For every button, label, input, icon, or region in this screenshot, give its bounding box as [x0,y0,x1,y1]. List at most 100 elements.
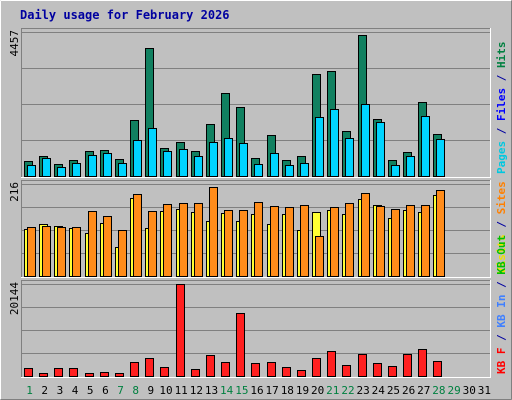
bar-sites-day-6 [103,216,112,277]
side-legend: Pages / Files / Hits [495,42,508,175]
side-legend: KB F / KB In / KB Out [495,235,508,374]
day-label-6: 6 [102,384,109,397]
day-label-15: 15 [235,384,248,397]
bar-sites-day-7 [118,230,127,277]
bar-kb-f-day-17 [267,362,276,377]
day-label-3: 3 [57,384,64,397]
bar-pages-day-15 [239,143,248,177]
bar-kb-f-day-8 [130,362,139,377]
bar-pages-day-21 [330,109,339,177]
bar-pages-day-2 [42,158,51,177]
chart-title: Daily usage for February 2026 [20,8,230,22]
bar-pages-day-16 [254,164,263,177]
bar-sites-day-12 [194,203,203,277]
bar-sites-day-5 [88,211,97,277]
plot-area [21,280,491,378]
side-legend-part: / [495,275,508,295]
bar-pages-day-3 [57,167,66,177]
day-label-10: 10 [159,384,172,397]
day-label-13: 13 [205,384,218,397]
bar-sites-day-2 [42,226,51,277]
side-legend-part: / [495,214,508,234]
bar-pages-day-14 [224,138,233,177]
day-label-17: 17 [266,384,279,397]
bar-pages-day-8 [133,140,142,177]
x-axis-day-labels: 1 2 3 4 5 6 7 8 9 10 11 12 13 14 15 16 17 18 19 20 21 22 23 24 2… [26,384,491,397]
bar-kb-f-day-6 [100,372,109,377]
bar-kb-f-day-2 [39,373,48,377]
bar-pages-day-1 [27,165,36,177]
bar-sites-day-19 [300,205,309,277]
bar-kb-f-day-22 [342,365,351,377]
bar-sites-day-13 [209,187,218,277]
day-label-21: 21 [326,384,339,397]
day-label-1: 1 [26,384,33,397]
bar-pages-day-12 [194,156,203,177]
bar-kb-f-day-21 [327,351,336,377]
panel-hits-files-pages: 4457 Pages / Files / Hits [8,28,508,178]
bar-sites-day-17 [270,206,279,277]
day-label-5: 5 [87,384,94,397]
side-legend-part: KB F [495,348,508,375]
day-label-24: 24 [372,384,386,397]
bar-kb-f-day-4 [69,368,78,377]
day-label-7: 7 [117,384,124,397]
day-label-23: 23 [357,384,370,397]
side-legend-part: KB In [495,295,508,328]
bar-kb-f-day-7 [115,373,124,377]
side-legend-part: Hits [495,42,508,69]
day-label-2: 2 [41,384,48,397]
bar-sites-day-15 [239,210,248,277]
bar-sites-day-10 [163,204,172,277]
side-legend-part: Files [495,88,508,121]
side-legend-part: Pages [495,141,508,174]
bar-sites-day-24 [376,206,385,277]
bar-kb-f-day-18 [282,367,291,377]
bar-kb-f-day-3 [54,368,63,377]
side-legend-part: / [495,68,508,88]
day-label-22: 22 [341,384,354,397]
bar-pages-day-10 [163,151,172,177]
bar-kb-f-day-25 [388,366,397,377]
side-legend-part: / [495,328,508,348]
bar-pages-day-6 [103,153,112,177]
bar-kb-f-day-12 [191,369,200,377]
bar-sites-day-14 [224,210,233,277]
bar-pages-day-7 [118,163,127,177]
bar-pages-day-25 [391,165,400,177]
bar-kb-f-day-24 [373,363,382,377]
bar-pages-day-28 [436,139,445,177]
bar-kb-f-day-16 [251,363,260,377]
bar-sites-day-11 [179,203,188,277]
day-label-30: 30 [463,384,476,397]
bar-pages-day-17 [270,153,279,177]
bar-kb-f-day-11 [176,284,185,377]
y-max-label: 216 [8,182,21,202]
day-label-14: 14 [220,384,234,397]
bar-pages-day-4 [72,163,81,177]
bar-sites-day-20 [315,236,324,277]
bar-kb-f-day-5 [85,373,94,377]
bar-sites-day-4 [72,227,81,277]
bar-sites-day-22 [345,203,354,277]
chart-panels: 4457 Pages / Files / Hits 216 Visits / Site… [8,28,508,378]
side-legend-part: Sites [495,181,508,214]
side-legend-part: / [495,121,508,141]
day-label-8: 8 [132,384,139,397]
side-legend-part: KB Out [495,235,508,275]
bar-sites-day-23 [361,193,370,277]
bar-sites-day-25 [391,209,400,277]
day-label-25: 25 [387,384,400,397]
bar-pages-day-24 [376,122,385,177]
y-max-label: 20144 [8,282,21,315]
side-legend-part: Visits [495,234,508,274]
bar-pages-day-19 [300,163,309,177]
day-label-11: 11 [175,384,188,397]
bar-kb-f-day-9 [145,358,154,377]
bar-pages-day-13 [209,142,218,177]
bar-sites-day-28 [436,190,445,277]
day-label-12: 12 [190,384,203,397]
bar-pages-day-26 [406,156,415,177]
bar-kb-f-day-20 [312,358,321,377]
